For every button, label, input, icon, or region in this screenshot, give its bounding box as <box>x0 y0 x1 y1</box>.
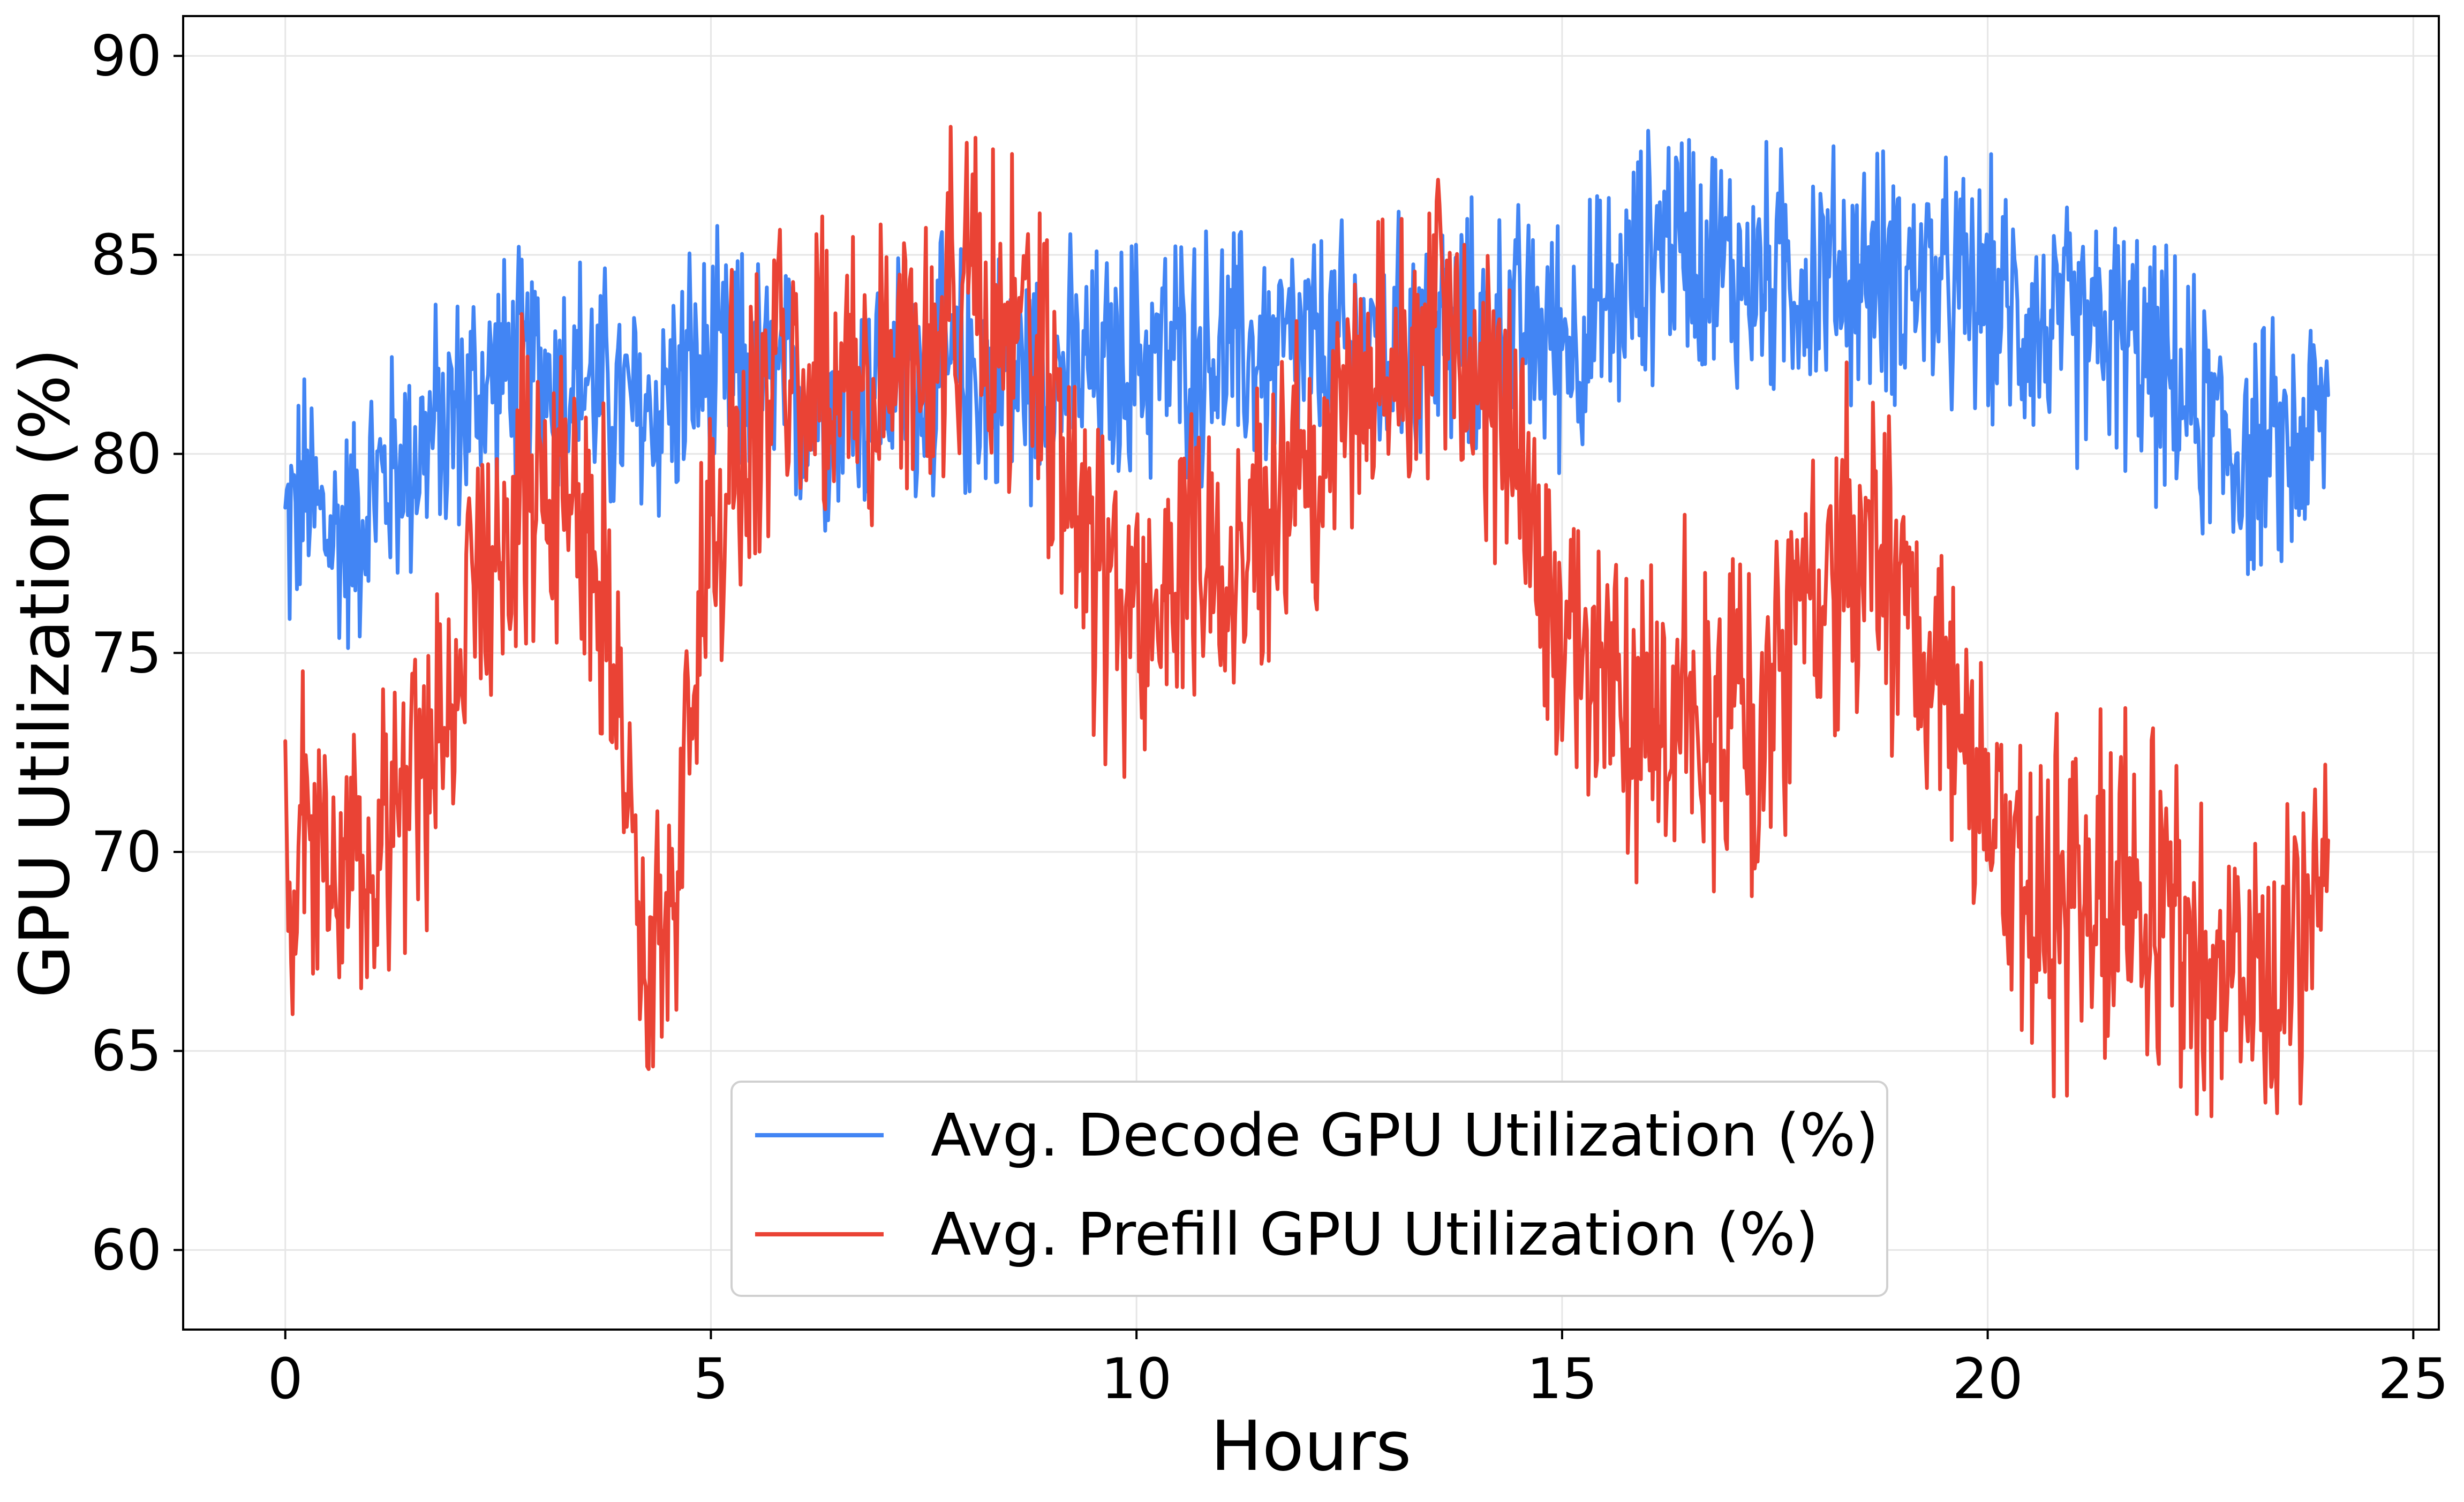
plot-frame <box>182 15 2440 1331</box>
legend: Avg. Decode GPU Utilization (%) Avg. Pre… <box>730 1081 1888 1297</box>
y-tick-label: 60 <box>91 1217 162 1282</box>
x-axis-label: Hours <box>1211 1407 1412 1486</box>
y-tick-label: 70 <box>91 819 162 885</box>
y-tick-label: 80 <box>91 421 162 487</box>
legend-box <box>730 1081 1888 1297</box>
y-tick-label: 65 <box>91 1018 162 1084</box>
y-axis: 60 65 70 75 80 85 90 <box>91 23 183 1282</box>
x-tick-label: 0 <box>268 1346 303 1412</box>
legend-label-decode: Avg. Decode GPU Utilization (%) <box>931 1101 1879 1169</box>
series-line-decode <box>283 129 2330 650</box>
x-tick-label: 5 <box>693 1346 728 1412</box>
x-tick-label: 20 <box>1952 1346 2023 1412</box>
x-tick-label: 10 <box>1101 1346 1172 1412</box>
series-group <box>283 125 2330 1119</box>
y-axis-label: GPU Utilization (%) <box>5 348 85 998</box>
y-tick-label: 90 <box>91 23 162 88</box>
x-axis: 0 5 10 15 20 25 <box>268 1330 2448 1412</box>
y-tick-label: 75 <box>91 620 162 685</box>
x-tick-label: 25 <box>2378 1346 2448 1412</box>
x-tick-label: 15 <box>1527 1346 1598 1412</box>
y-tick-label: 85 <box>91 222 162 288</box>
series-line-prefill <box>283 125 2330 1119</box>
legend-label-prefill: Avg. Prefill GPU Utilization (%) <box>931 1200 1818 1269</box>
